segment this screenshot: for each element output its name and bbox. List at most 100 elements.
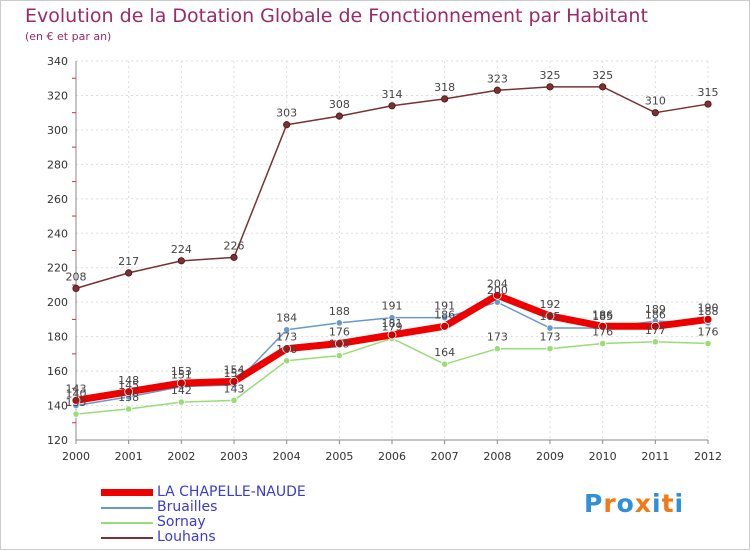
data-point [335,112,343,120]
data-point [230,396,238,404]
data-label: 145 [118,379,139,392]
data-label: 152 [224,367,245,380]
data-point [546,324,554,332]
data-label: 325 [540,69,561,82]
data-point [441,95,449,103]
logo-letter: P [584,489,604,518]
x-tick-label: 2007 [431,450,459,463]
data-point [229,377,239,386]
data-label: 189 [645,303,666,316]
x-tick-label: 2002 [167,450,195,463]
y-tick-label: 120 [47,434,68,447]
data-point [599,83,607,91]
logo-letter: x [634,489,652,518]
data-label: 173 [540,331,561,344]
data-label: 186 [645,308,666,321]
data-point [545,311,555,321]
y-tick-label: 240 [47,227,68,240]
data-point [72,284,80,292]
chart-subtitle: (en € et par an) [25,30,112,43]
data-point [335,351,343,360]
data-label: 208 [66,270,87,283]
data-point [441,314,449,322]
y-tick-label: 260 [47,193,68,206]
x-tick-label: 2004 [273,450,301,463]
logo-letter: o [616,489,635,518]
data-point [125,269,133,277]
data-point [282,344,292,354]
data-point [176,378,186,388]
data-point [441,360,449,368]
data-label: 217 [118,255,139,268]
data-label: 140 [66,388,87,401]
data-label: 142 [171,384,192,397]
data-point [283,357,291,365]
data-label: 153 [171,365,192,378]
data-label: 204 [487,277,508,290]
data-point [335,319,343,327]
data-label: 315 [698,86,719,99]
logo-letter: t [661,489,675,518]
data-point [387,330,397,340]
logo-letter: r [603,489,617,518]
x-tick-label: 2009 [536,450,564,463]
data-label: 308 [329,98,350,111]
data-label: 310 [645,95,666,108]
data-label: 169 [329,338,350,351]
data-point [703,315,713,324]
data-label: 323 [487,72,508,85]
y-tick-label: 180 [47,331,68,344]
logo-letter: i [674,489,685,518]
data-point [283,121,291,129]
data-label: 191 [382,300,403,313]
data-label: 188 [329,305,350,318]
legend-label: Louhans [157,529,216,545]
data-label: 185 [540,310,561,323]
legend-swatch [101,537,153,539]
data-point [71,395,81,405]
data-label: 303 [276,107,297,120]
data-label: 325 [592,69,613,82]
data-point [125,405,133,413]
data-label: 190 [698,301,719,314]
data-point [177,398,185,406]
data-point [440,321,450,331]
y-tick-label: 340 [47,55,68,68]
data-label: 188 [698,305,719,318]
data-label: 143 [224,382,245,395]
data-point [124,387,134,397]
data-label: 166 [276,343,297,356]
data-point [72,410,80,418]
data-label: 173 [276,331,297,344]
data-label: 135 [66,396,87,409]
data-point [177,257,185,265]
legend-swatch [101,507,153,509]
data-label: 143 [66,382,87,395]
data-label: 185 [592,310,613,323]
y-tick-label: 140 [47,400,68,413]
data-label: 173 [487,331,508,344]
data-label: 226 [224,239,245,252]
data-point [546,345,554,353]
y-tick-label: 300 [47,124,68,137]
data-point [598,321,608,331]
data-point [388,102,396,110]
data-point [599,339,607,348]
legend-label: LA CHAPELLE-NAUDE [157,484,306,500]
legend-swatch [101,522,153,524]
data-point [704,339,712,348]
y-tick-label: 280 [47,158,68,171]
y-tick-label: 320 [47,89,68,102]
logo-letter: i [652,489,662,518]
data-point [651,338,659,346]
data-label: 318 [434,81,455,94]
data-point [230,253,238,261]
data-label: 164 [434,346,455,359]
legend-swatch [101,489,153,496]
x-tick-label: 2008 [483,450,511,463]
data-label: 138 [118,391,139,404]
x-tick-label: 2000 [62,450,90,463]
data-label: 176 [698,326,719,339]
y-tick-label: 220 [47,262,68,275]
